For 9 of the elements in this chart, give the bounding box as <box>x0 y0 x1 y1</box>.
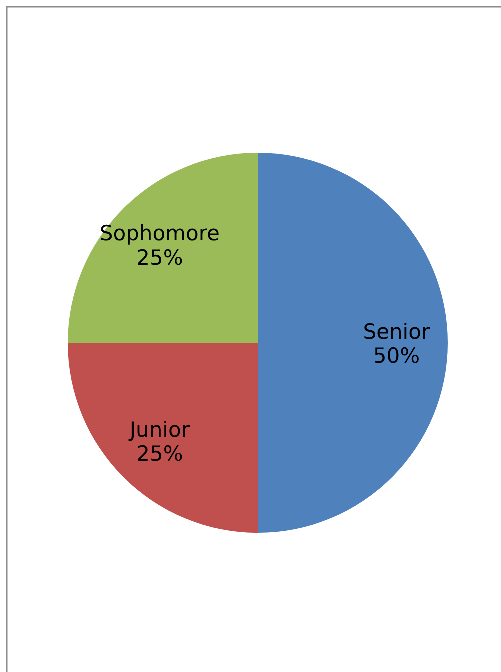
slice-label: Junior <box>128 418 190 442</box>
slice-label: Sophomore <box>100 222 220 246</box>
pie-slice <box>68 153 258 343</box>
data-label: 50% <box>373 344 420 368</box>
data-label: 25% <box>136 442 184 466</box>
pie-slice <box>68 343 258 533</box>
pie-slice <box>258 153 448 533</box>
data-label: 25% <box>136 246 184 270</box>
slice-label: Senior <box>363 320 430 344</box>
